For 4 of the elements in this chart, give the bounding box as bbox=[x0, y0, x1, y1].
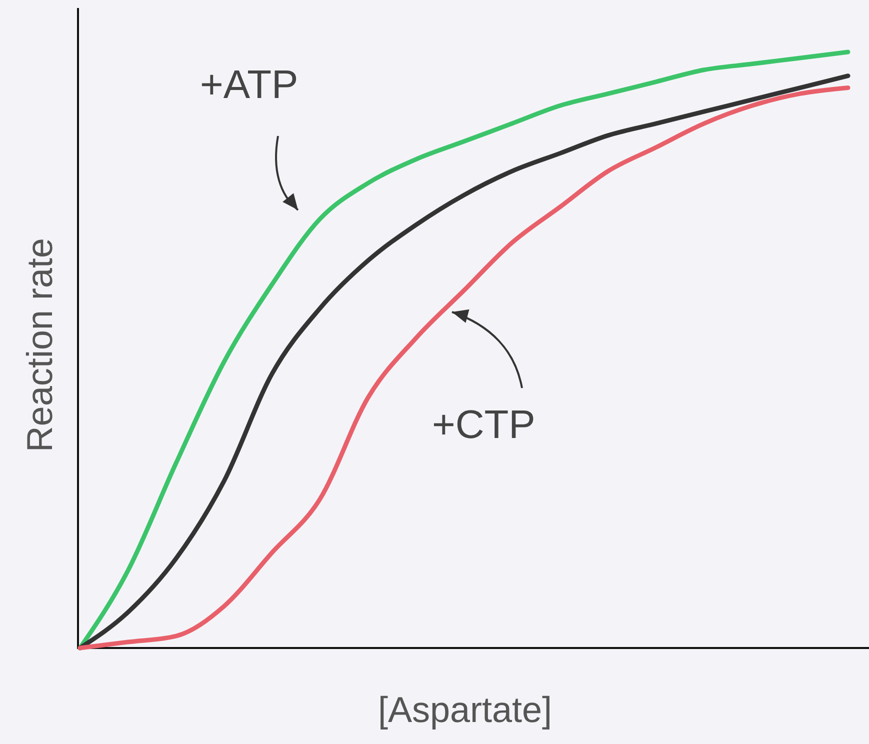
annotation: +ATP bbox=[200, 63, 298, 107]
x-axis-title: [Aspartate] bbox=[378, 689, 552, 730]
annotation: +CTP bbox=[432, 403, 536, 447]
y-axis-title: Reaction rate bbox=[19, 238, 60, 452]
